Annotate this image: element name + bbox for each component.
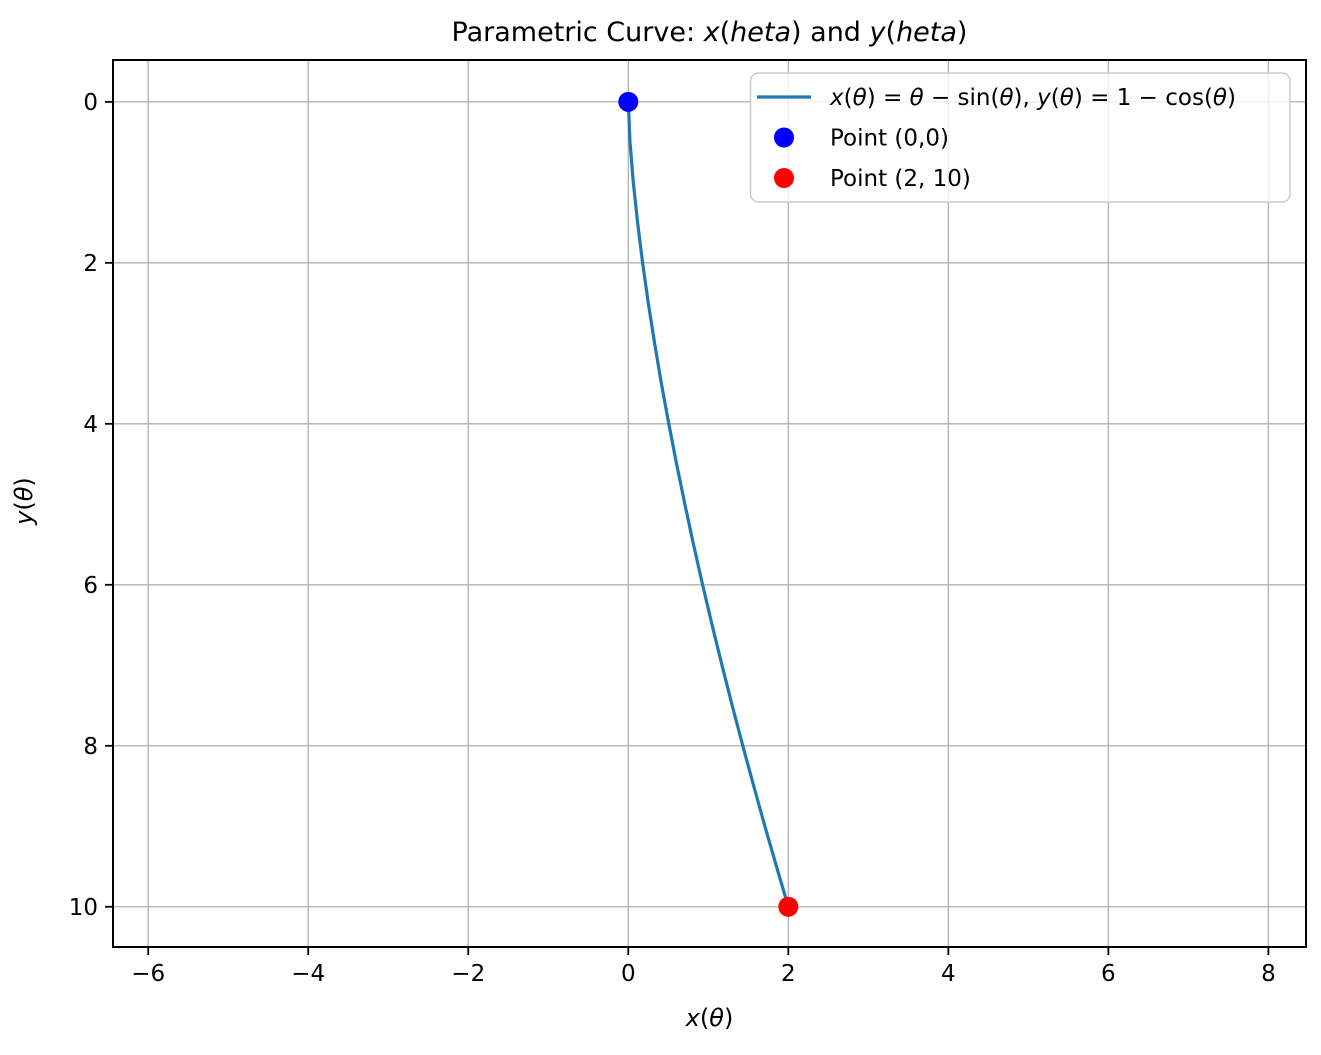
y-tick-label: 6 (83, 573, 98, 599)
legend-item: Point (0,0) (774, 126, 949, 152)
data-point-red (778, 896, 799, 917)
x-tick-label: 6 (1101, 961, 1116, 987)
y-tick-label: 8 (83, 734, 98, 760)
x-tick-label: 2 (781, 961, 796, 987)
x-tick-label: 4 (941, 961, 956, 987)
x-tick-label: −2 (451, 961, 485, 987)
legend-item: x(θ) = θ − sin(θ), y(θ) = 1 − cos(θ) (757, 85, 1236, 111)
legend-item: Point (2, 10) (774, 166, 971, 192)
legend-marker-swatch (774, 168, 794, 188)
y-tick-label: 4 (83, 412, 98, 438)
legend-marker-swatch (774, 127, 794, 148)
y-tick-label: 10 (69, 895, 98, 921)
x-tick-label: 0 (621, 961, 636, 987)
x-axis: −6 −4 −2 0 2 4 6 8 (131, 947, 1276, 987)
grid-lines (113, 60, 1306, 947)
legend-box (749, 72, 1291, 203)
y-axis: 0 2 4 6 8 10 (69, 90, 113, 921)
axes-spines (112, 59, 1307, 948)
chart-title: Parametric Curve: x(heta) and y(heta) (452, 17, 968, 48)
x-tick-label: 8 (1261, 961, 1276, 987)
x-axis-label: x(θ) (685, 1004, 734, 1032)
y-tick-label: 0 (83, 90, 98, 116)
legend-label: Point (2, 10) (830, 166, 971, 192)
x-tick-label: −4 (291, 961, 325, 987)
legend-label: Point (0,0) (830, 126, 949, 152)
x-tick-label: −6 (131, 961, 165, 987)
legend: x(θ) = θ − sin(θ), y(θ) = 1 − cos(θ) Poin… (749, 72, 1291, 203)
legend-label: x(θ) = θ − sin(θ), y(θ) = 1 − cos(θ) (829, 85, 1236, 111)
y-tick-label: 2 (83, 251, 98, 277)
curve-line (626, 100, 790, 909)
data-point-blue (618, 91, 639, 112)
y-axis-label: y(θ) (10, 477, 38, 526)
